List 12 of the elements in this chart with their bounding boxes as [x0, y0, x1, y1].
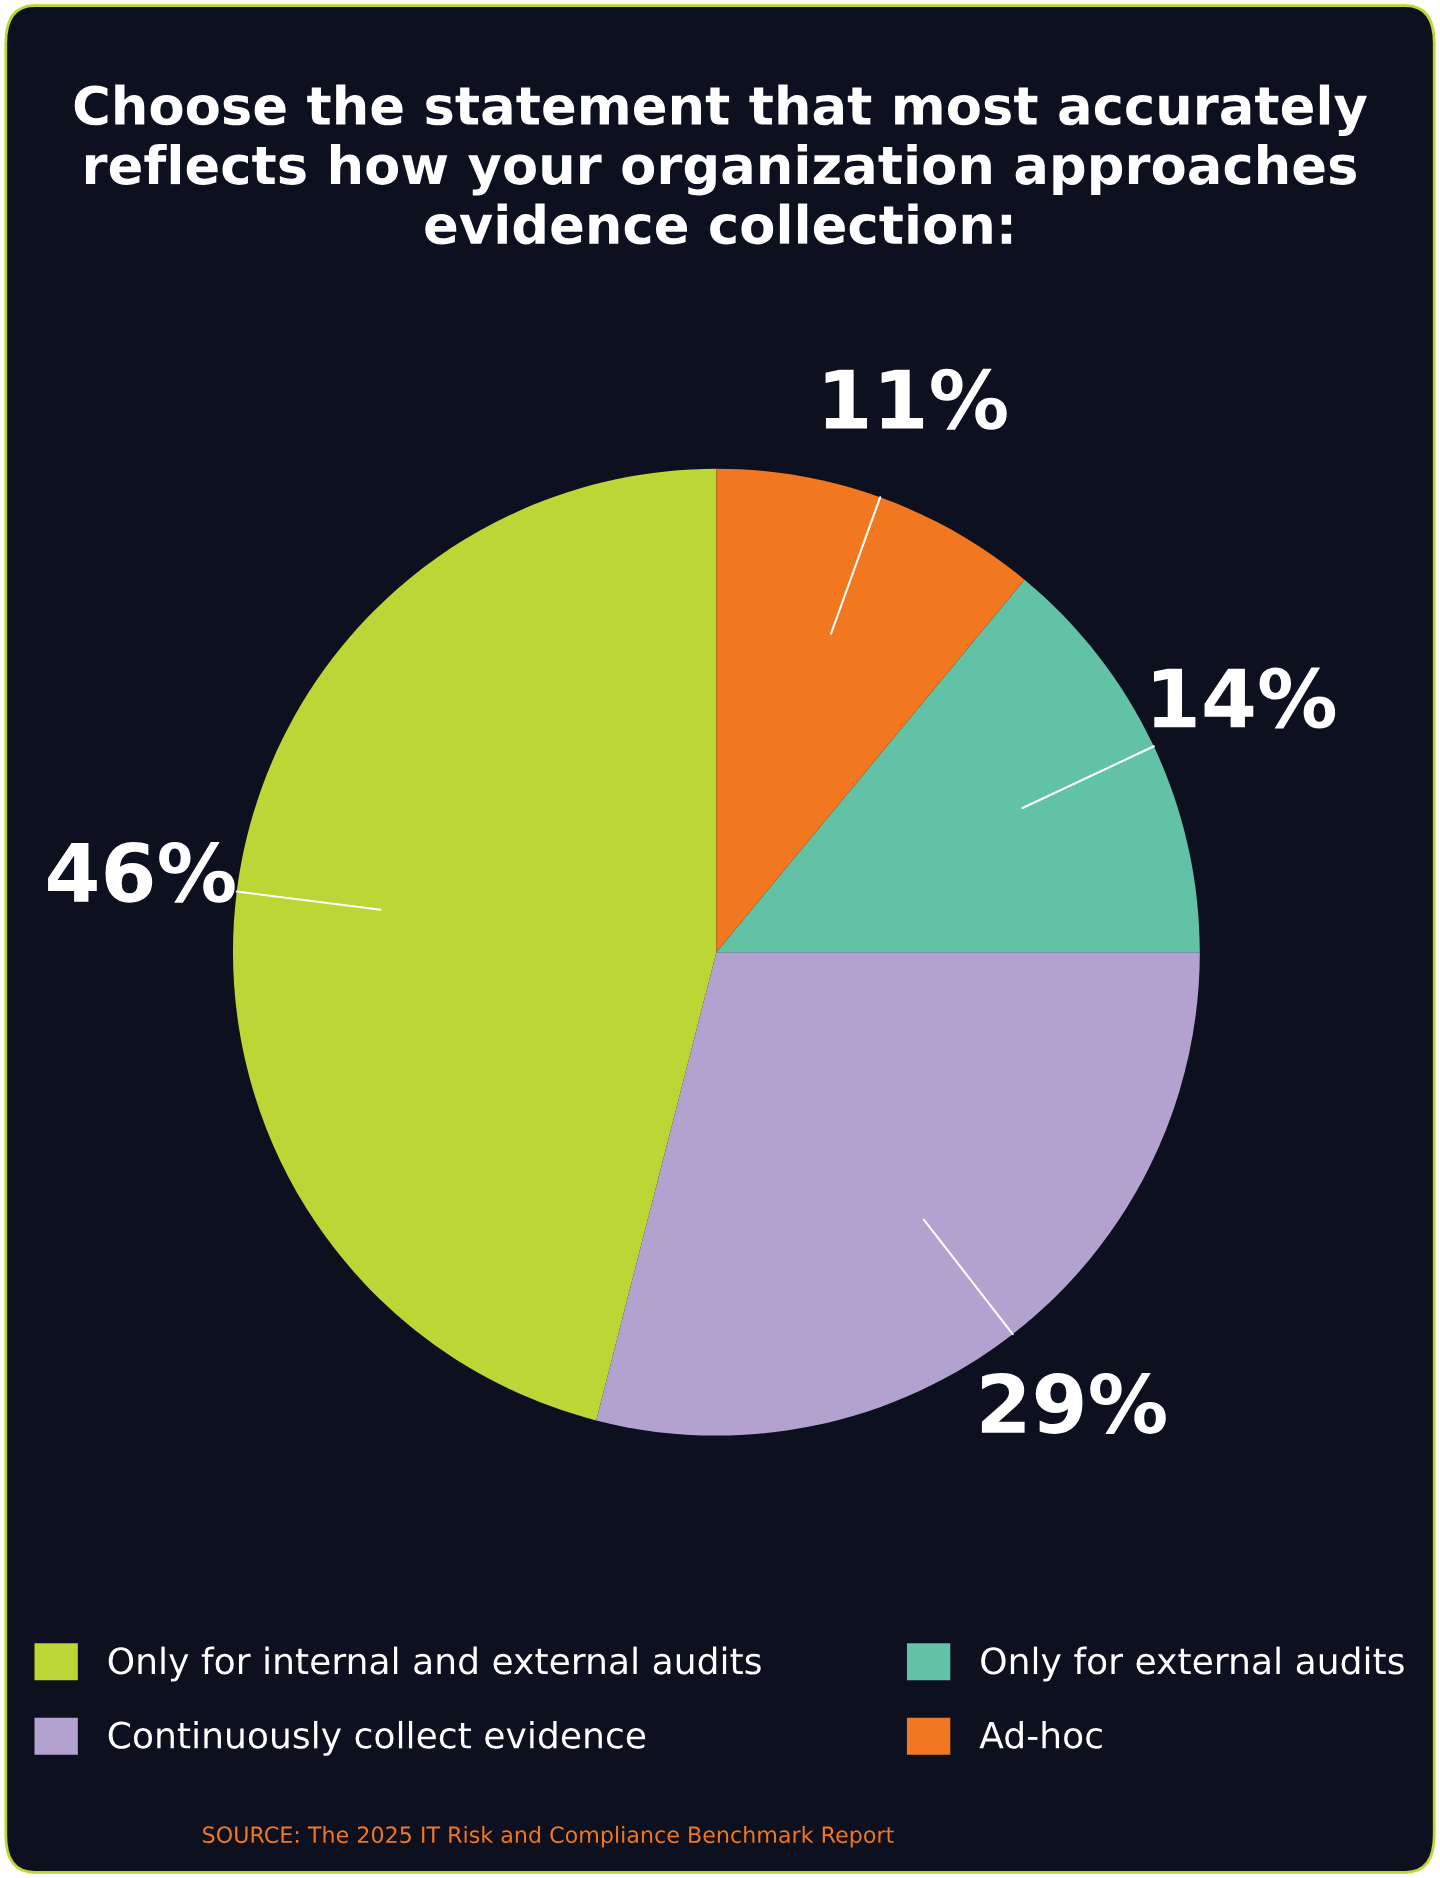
data-label: 29% — [981, 1372, 1166, 1434]
data-label: 46% — [48, 841, 235, 903]
source-note: SOURCE: The 2025 IT Risk and Compliance Benchmark Report — [203, 1825, 894, 1848]
legend-label: Only for internal and external audits — [108, 1646, 761, 1682]
data-label: 11% — [825, 368, 1007, 430]
chart-title: Choose the statement that most accurately reflects how your organization approaches evidence collection: — [74, 84, 1367, 245]
legend-label: Ad-hoc — [979, 1720, 1102, 1749]
legend-label: Continuously collect evidence — [108, 1720, 646, 1756]
legend-label: Only for external audits — [981, 1646, 1404, 1682]
pie-slice — [596, 952, 1200, 1436]
pie-slice — [716, 468, 1025, 953]
data-label: 14% — [1153, 667, 1336, 729]
